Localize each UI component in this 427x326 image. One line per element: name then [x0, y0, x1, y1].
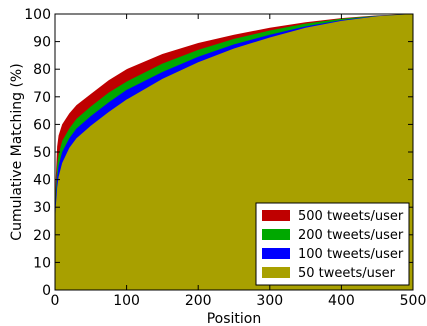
legend-label: 50 tweets/user	[298, 266, 396, 281]
x-tick-label: 100	[113, 293, 140, 309]
y-tick-label: 0	[42, 283, 51, 299]
legend-swatch	[262, 248, 290, 259]
y-tick-label: 30	[33, 200, 51, 216]
y-tick-label: 100	[24, 7, 51, 23]
y-axis-label: Cumulative Matching (%)	[9, 63, 25, 240]
x-tick-label: 400	[328, 293, 355, 309]
x-tick-label: 0	[51, 293, 60, 309]
y-tick-label: 60	[33, 117, 51, 133]
y-tick-label: 20	[33, 228, 51, 244]
y-tick-label: 40	[33, 173, 51, 189]
y-tick-label: 90	[33, 35, 51, 51]
x-tick-label: 300	[256, 293, 283, 309]
x-axis-ticks: 0 100 200 300 400 500	[51, 14, 427, 309]
y-tick-label: 10	[33, 255, 51, 271]
x-tick-label: 200	[185, 293, 212, 309]
legend-swatch	[262, 210, 290, 221]
legend-swatch	[262, 267, 290, 278]
legend-swatch	[262, 229, 290, 240]
legend-label: 500 tweets/user	[298, 209, 404, 224]
legend: 500 tweets/user 200 tweets/user 100 tweets…	[255, 202, 410, 286]
x-axis-label: Position	[207, 311, 262, 326]
x-tick-label: 500	[400, 293, 427, 309]
legend-label: 200 tweets/user	[298, 228, 404, 243]
y-tick-label: 70	[33, 90, 51, 106]
y-tick-label: 80	[33, 62, 51, 78]
legend-label: 100 tweets/user	[298, 247, 404, 262]
y-tick-label: 50	[33, 145, 51, 161]
y-axis-ticks: 0 10 20 30 40 50 60 70 80 90 100	[24, 7, 413, 299]
